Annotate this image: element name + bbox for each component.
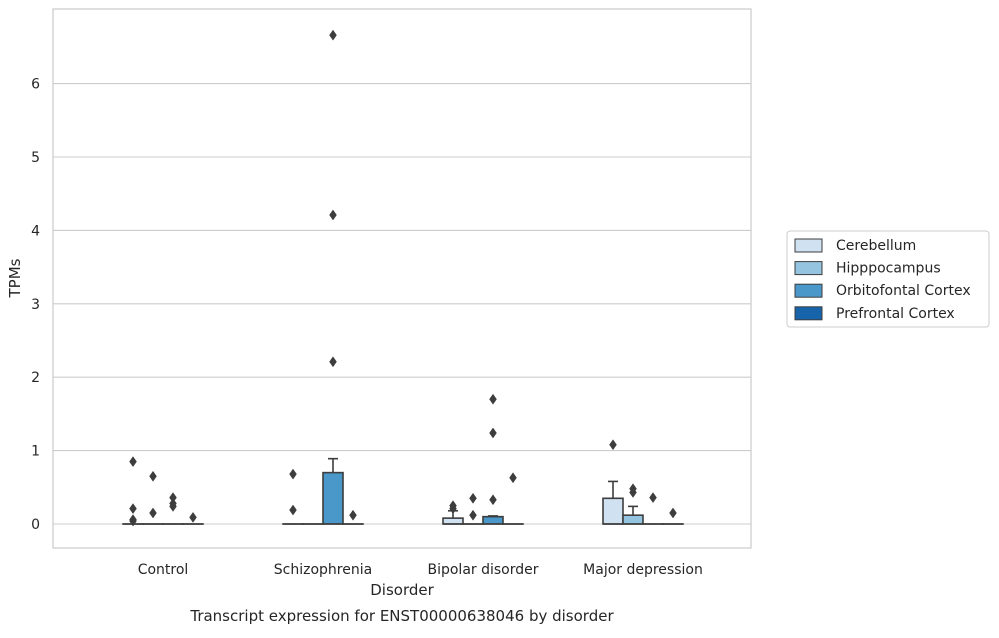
x-tick-label-3: Major depression [583,562,703,578]
box-marks [123,30,683,526]
outlier-point-1 [130,504,137,514]
box-3-0 [183,512,203,524]
box-body [603,498,623,524]
outlier-point-1 [150,508,157,518]
outlier-point-0 [150,471,157,481]
outlier-point-1 [470,510,477,520]
x-tick-label-2: Bipolar disorder [427,562,538,578]
y-tick-label-0: 0 [31,517,40,533]
y-tick-label-3: 3 [31,297,40,313]
x-tick-labels: Control Schizophrenia Bipolar disorder Majo… [138,562,703,578]
legend-label-0: Cerebellum [836,238,916,254]
box-body [323,473,343,524]
legend-swatch-1 [795,262,822,275]
plot-frame [53,9,751,548]
gridlines [53,84,751,524]
legend-swatch-3 [795,307,822,320]
outlier-point-1 [290,505,297,515]
legend-swatch-0 [795,239,822,252]
legend-label-2: Orbitofontal Cortex [836,283,971,299]
outlier-point-0 [290,469,297,479]
box-1-2 [463,493,483,524]
outlier-point-0 [130,457,137,467]
box-0-0 [123,457,143,526]
box-body [483,517,503,524]
outlier-point-0 [490,394,497,404]
outlier-point-0 [190,512,197,522]
box-3-2 [503,473,523,524]
box-2-3 [643,493,663,524]
y-tick-label-5: 5 [31,150,40,166]
legend-swatch-2 [795,284,822,297]
outlier-point-0 [510,473,517,483]
y-tick-label-4: 4 [31,223,40,239]
y-tick-label-6: 6 [31,77,40,93]
box-0-3 [603,440,623,524]
x-axis-label: Disorder [370,581,434,599]
y-tick-labels: 0 1 2 3 4 5 6 [31,77,40,533]
outlier-point-0 [470,493,477,503]
y-axis-label: TPMs [6,258,24,298]
y-tick-label-2: 2 [31,370,40,386]
box-0-1 [283,469,303,524]
box-2-2 [483,394,503,524]
outlier-point-1 [330,210,337,220]
box-body [443,518,463,524]
box-2-0 [163,493,183,524]
box-1-3 [623,484,643,524]
outlier-point-2 [330,357,337,367]
outlier-point-0 [610,440,617,450]
x-tick-label-1: Schizophrenia [274,562,372,578]
box-1-0 [143,471,163,524]
outlier-point-1 [490,428,497,438]
legend: Cerebellum Hipppocampus Orbitofontal Corte… [787,231,989,327]
box-2-1 [323,30,343,524]
box-0-2 [443,501,463,524]
box-body [623,515,643,524]
x-tick-label-0: Control [138,562,189,578]
y-tick-label-1: 1 [31,444,40,460]
box-3-1 [343,510,363,524]
chart-caption: Transcript expression for ENST0000063804… [189,607,614,625]
legend-label-1: Hipppocampus [836,261,941,277]
outlier-point-0 [650,493,657,503]
legend-label-3: Prefrontal Cortex [836,306,955,322]
outlier-point-0 [330,30,337,40]
outlier-point-0 [670,508,677,518]
outlier-point-2 [490,495,497,505]
outlier-point-0 [350,510,357,520]
box-3-3 [663,508,683,524]
